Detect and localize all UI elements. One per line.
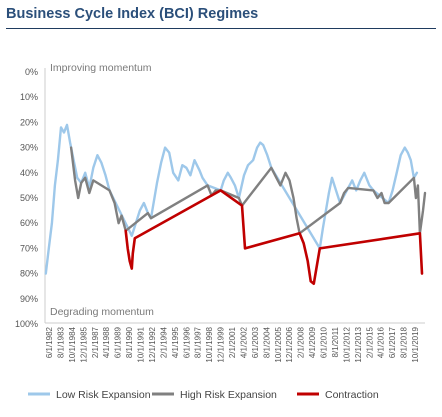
x-tick-label: 4/1/2002 [239,326,248,358]
chart-title: Business Cycle Index (BCI) Regimes [6,6,259,22]
legend-label: High Risk Expansion [180,389,277,401]
x-tick-label: 6/1/2010 [320,326,329,358]
x-tick-label: 6/1/1989 [114,326,123,358]
legend-label: Contraction [325,389,379,401]
y-tick-label: 10% [20,92,38,102]
y-tick-label: 70% [20,243,38,253]
x-tick-label: 2/1/1994 [159,326,168,358]
x-tick-label: 4/1/1988 [102,326,111,358]
x-tick-label: 10/1/2005 [274,326,283,362]
title-rule [6,28,436,29]
x-tick-label: 2/1/2008 [297,326,306,358]
legend: Low Risk Expansion High Risk Expansion Con… [28,389,379,401]
y-tick-label: 90% [20,294,38,304]
x-tick-label: 4/1/2016 [377,326,386,358]
x-tick-label: 2/1/1987 [91,326,100,358]
x-tick-label: 8/1/2004 [262,326,271,358]
x-tick-label: 12/1/2013 [354,326,363,362]
x-tick-label: 6/1/2003 [251,326,260,358]
y-tick-label: 60% [20,218,38,228]
annotation-degrading: Degrading momentum [50,306,154,318]
y-tick-label: 50% [20,193,38,203]
x-tick-label: 2/1/2001 [228,326,237,358]
y-tick-label: 20% [20,117,38,127]
x-tick-label: 8/1/1990 [125,326,134,358]
y-tick-labels: 0% 10% 20% 30% 40% 50% 60% 70% 80% 90% 100% [15,67,38,329]
x-tick-label: 6/1/2017 [388,326,397,358]
y-tick-label: 40% [20,168,38,178]
series-lines [44,123,427,285]
series-line-contraction [124,189,424,285]
annotation-improving: Improving momentum [50,62,152,74]
x-tick-label: 2/1/2015 [365,326,374,358]
x-tick-label: 8/1/1997 [194,326,203,358]
x-tick-label: 8/1/2018 [400,326,409,358]
x-tick-label: 10/1/1991 [137,326,146,362]
x-tick-label: 4/1/2009 [308,326,317,358]
x-tick-label: 8/1/2011 [331,326,340,357]
x-tick-label: 8/1/1983 [56,326,65,358]
x-tick-label: 10/1/2019 [411,326,420,362]
x-tick-labels: 6/1/1982 8/1/1983 10/1/1984 12/1/1985 2/1/19… [45,326,420,362]
x-tick-label: 12/1/1992 [148,326,157,362]
x-tick-label: 12/1/1985 [79,326,88,362]
legend-label: Low Risk Expansion [56,389,151,401]
y-tick-label: 30% [20,143,38,153]
x-tick-label: 12/1/1999 [217,326,226,362]
x-tick-label: 10/1/1998 [205,326,214,362]
x-tick-label: 4/1/1995 [171,326,180,358]
x-tick-label: 6/1/1982 [45,326,54,358]
x-tick-label: 10/1/2012 [342,326,351,362]
y-tick-label: 0% [25,67,38,77]
x-tick-label: 6/1/1996 [182,326,191,358]
x-tick-label: 10/1/1984 [68,326,77,362]
y-tick-label: 100% [15,319,38,329]
series-line-high-risk-expansion [69,146,427,235]
x-tick-label: 12/1/2006 [285,326,294,362]
y-tick-label: 80% [20,269,38,279]
